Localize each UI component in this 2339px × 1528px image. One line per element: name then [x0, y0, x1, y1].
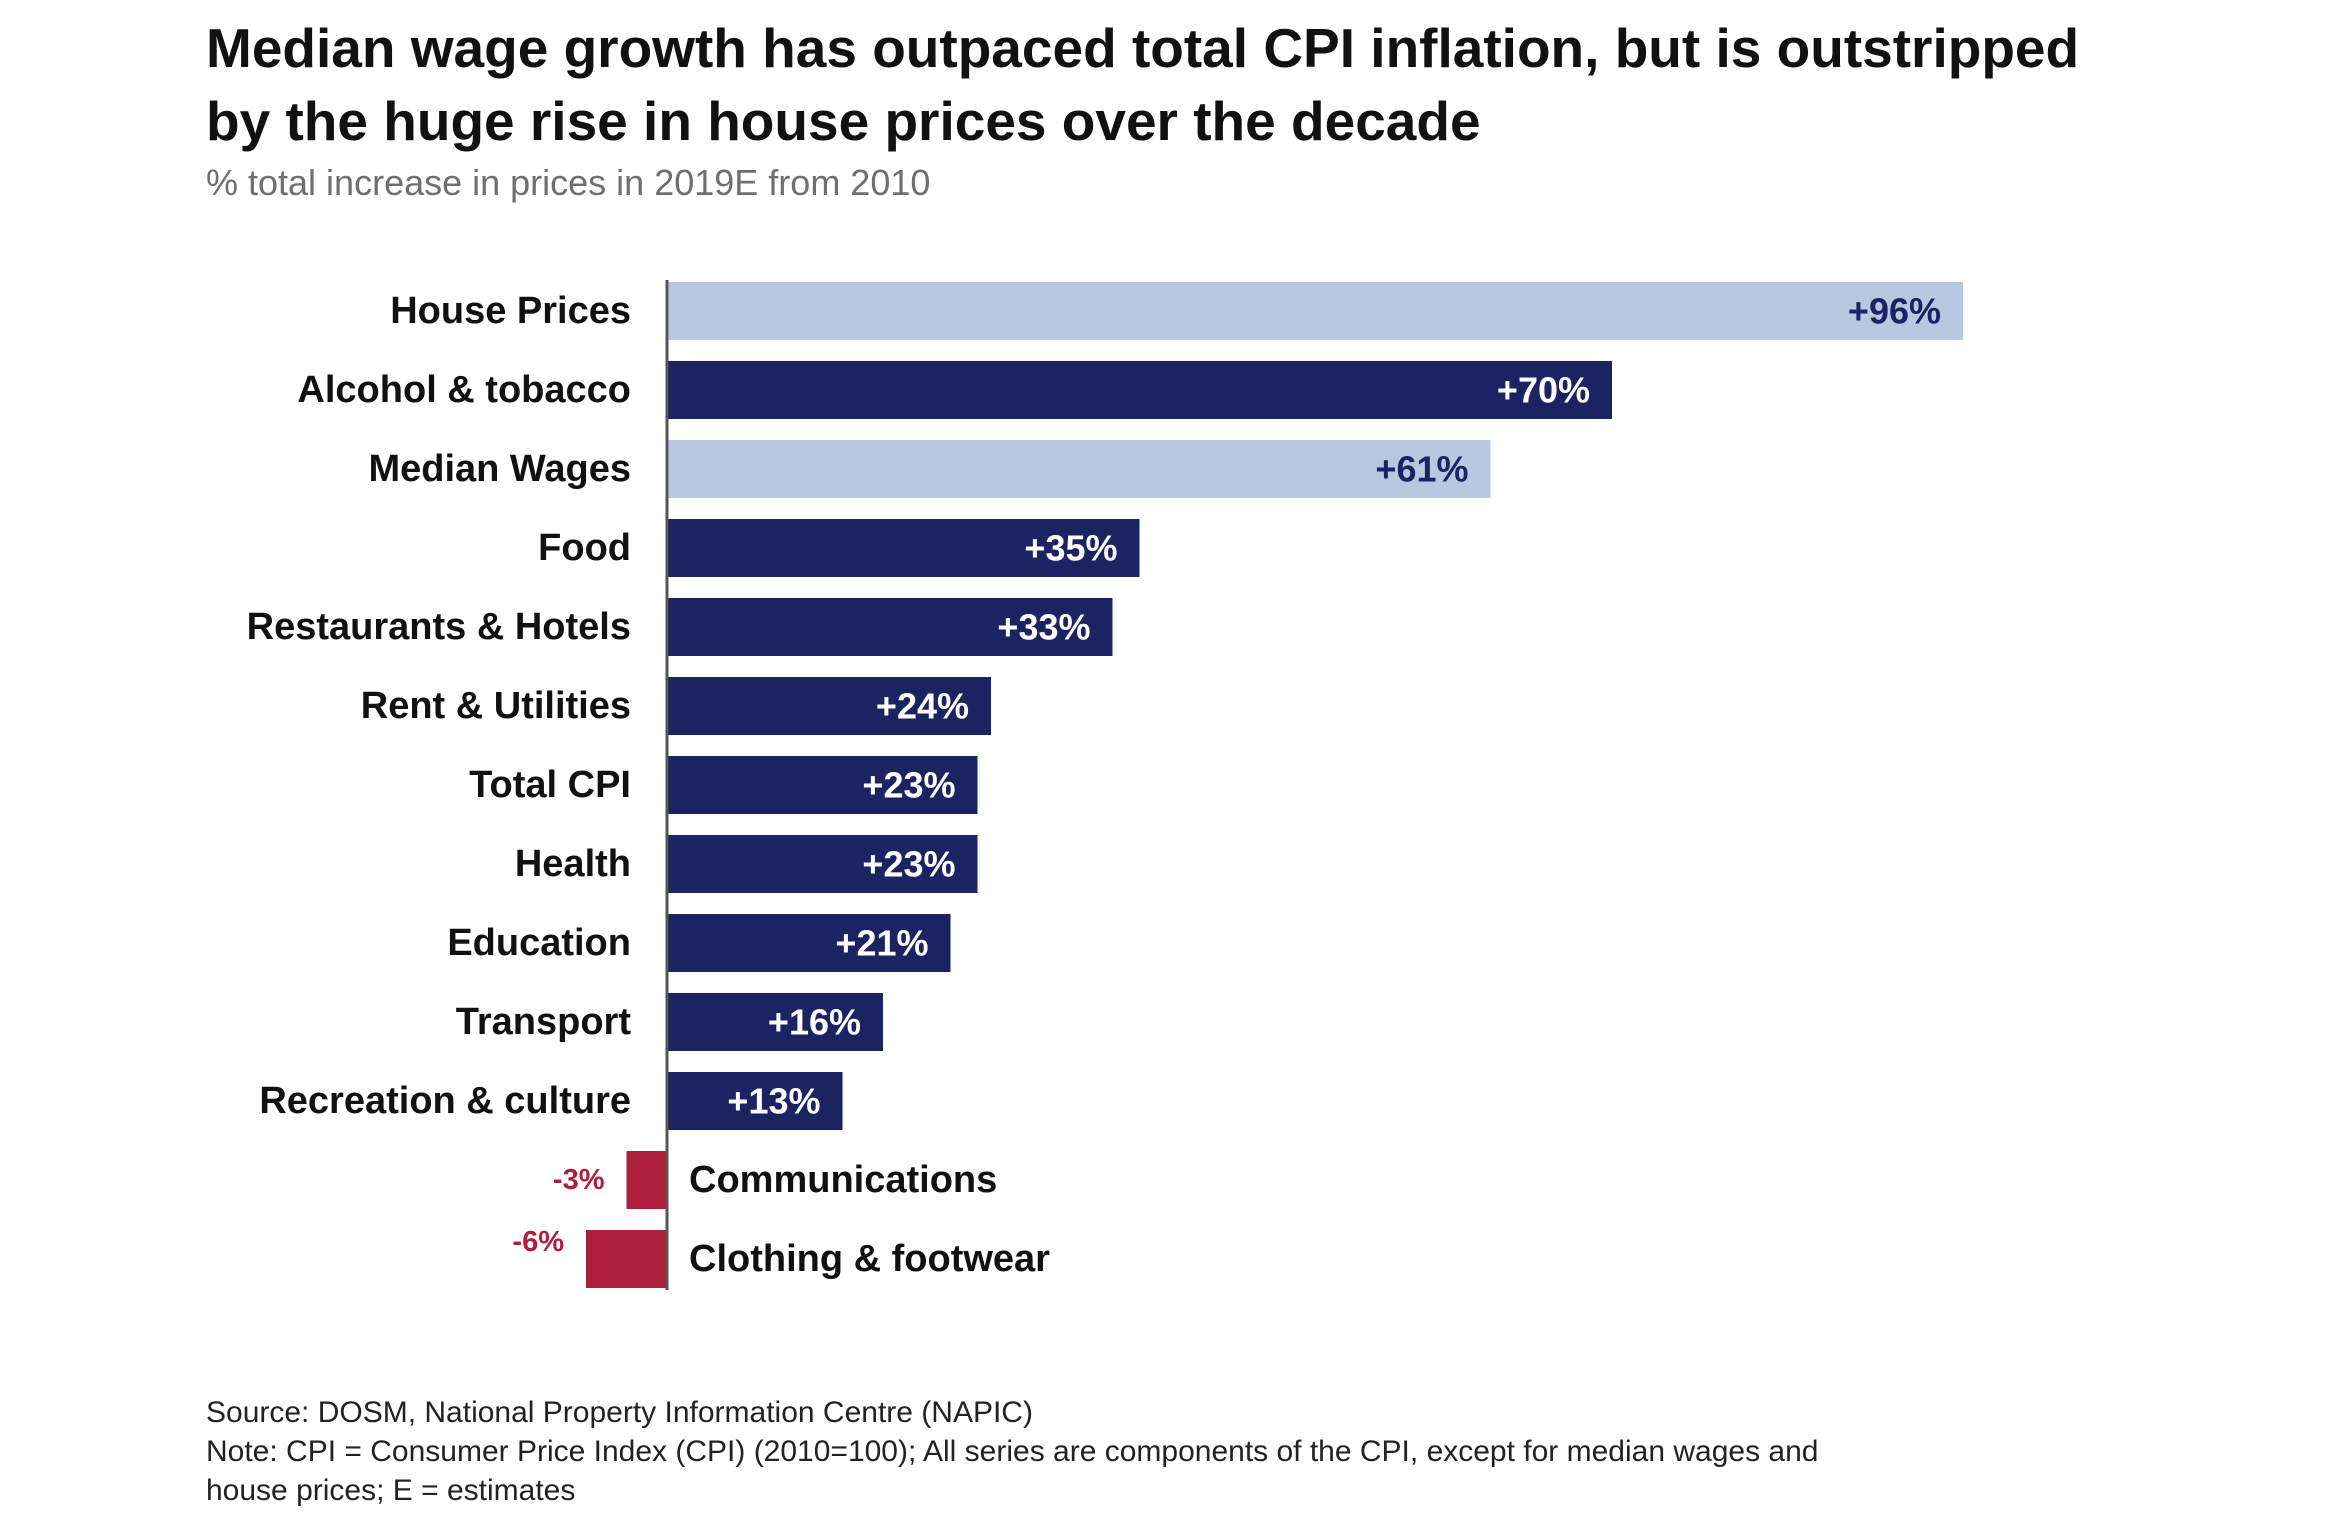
definition-note: Note: CPI = Consumer Price Index (CPI) (… — [206, 1435, 1819, 1468]
bar-alcohol-and-tobacco — [667, 361, 1612, 419]
chart-title: Median wage growth has outpaced total CP… — [206, 17, 2080, 152]
value-label-communications: -3% — [553, 1164, 605, 1196]
bar-rent-and-utilities — [667, 677, 991, 735]
category-label-clothing-and-footwear: Clothing & footwear — [689, 1238, 1050, 1280]
category-label-alcohol-and-tobacco: Alcohol & tobacco — [297, 369, 631, 411]
category-label-median-wages: Median Wages — [368, 448, 631, 490]
category-label-total-cpi: Total CPI — [469, 764, 631, 806]
value-label-transport: +16% — [768, 1002, 861, 1043]
chart-subtitle: % total increase in prices in 2019E from… — [206, 162, 931, 203]
category-label-restaurants-and-hotels: Restaurants & Hotels — [247, 606, 631, 648]
category-label-health: Health — [515, 843, 631, 885]
definition-note-continued: house prices; E = estimates — [206, 1474, 576, 1507]
value-label-rent-and-utilities: +24% — [876, 686, 969, 727]
bar-recreation-and-culture — [667, 1072, 843, 1130]
value-label-restaurants-and-hotels: +33% — [997, 607, 1090, 648]
value-label-clothing-and-footwear: -6% — [512, 1226, 564, 1258]
bar-communications — [626, 1151, 667, 1209]
category-label-house-prices: House Prices — [390, 290, 631, 332]
category-label-transport: Transport — [456, 1001, 632, 1043]
category-label-food: Food — [538, 527, 631, 569]
labels-group: House Prices +96% Alcohol & tobacco +70% Med… — [247, 290, 1941, 1280]
bar-education — [667, 914, 951, 972]
source-note: Source: DOSM, National Property Informat… — [206, 1396, 1033, 1429]
value-label-total-cpi: +23% — [862, 765, 955, 806]
bar-transport — [667, 993, 883, 1051]
category-label-education: Education — [447, 922, 631, 964]
value-label-alcohol-and-tobacco: +70% — [1497, 370, 1590, 411]
bar-clothing-and-footwear — [586, 1230, 667, 1288]
bar-total-cpi — [667, 756, 978, 814]
value-label-recreation-and-culture: +13% — [727, 1081, 820, 1122]
bar-restaurants-and-hotels — [667, 598, 1113, 656]
value-label-median-wages: +61% — [1375, 449, 1468, 490]
bar-chart: House Prices +96% Alcohol & tobacco +70% Med… — [247, 280, 1963, 1290]
bar-health — [667, 835, 978, 893]
value-label-house-prices: +96% — [1848, 291, 1941, 332]
value-label-health: +23% — [862, 844, 955, 885]
value-label-education: +21% — [835, 923, 928, 964]
bar-house-prices — [667, 282, 1963, 340]
bar-food — [667, 519, 1140, 577]
bar-median-wages — [667, 440, 1491, 498]
footnotes: Source: DOSM, National Property Informat… — [206, 1393, 2106, 1510]
value-label-food: +35% — [1024, 528, 1117, 569]
category-label-communications: Communications — [689, 1159, 997, 1201]
category-label-recreation-and-culture: Recreation & culture — [259, 1080, 631, 1122]
category-label-rent-and-utilities: Rent & Utilities — [361, 685, 631, 727]
bars-group — [586, 282, 1963, 1288]
